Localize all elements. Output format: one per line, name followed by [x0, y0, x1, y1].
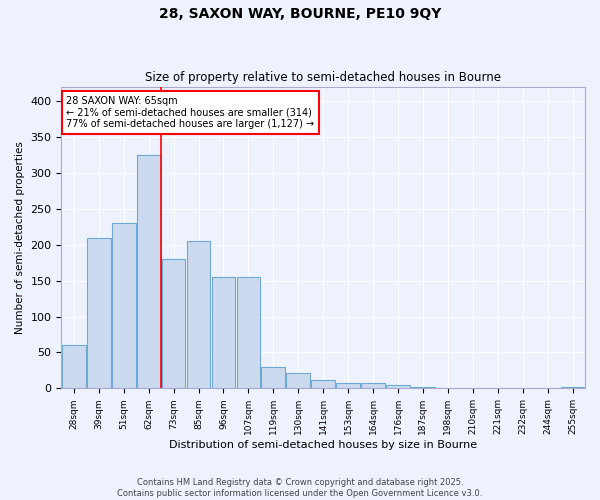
Text: Contains HM Land Registry data © Crown copyright and database right 2025.
Contai: Contains HM Land Registry data © Crown c…	[118, 478, 482, 498]
Bar	[262, 367, 285, 388]
Bar	[62, 346, 86, 389]
Bar	[286, 372, 310, 388]
Bar	[311, 380, 335, 388]
Bar	[236, 277, 260, 388]
Text: 28, SAXON WAY, BOURNE, PE10 9QY: 28, SAXON WAY, BOURNE, PE10 9QY	[159, 8, 441, 22]
Y-axis label: Number of semi-detached properties: Number of semi-detached properties	[15, 142, 25, 334]
X-axis label: Distribution of semi-detached houses by size in Bourne: Distribution of semi-detached houses by …	[169, 440, 477, 450]
Bar	[411, 387, 435, 388]
Bar	[386, 385, 410, 388]
Bar	[212, 277, 235, 388]
Bar	[137, 155, 161, 388]
Title: Size of property relative to semi-detached houses in Bourne: Size of property relative to semi-detach…	[145, 72, 501, 85]
Bar	[162, 259, 185, 388]
Bar	[560, 387, 584, 388]
Bar	[112, 224, 136, 388]
Bar	[336, 382, 360, 388]
Bar	[87, 238, 110, 388]
Bar	[187, 242, 211, 388]
Text: 28 SAXON WAY: 65sqm
← 21% of semi-detached houses are smaller (314)
77% of semi-: 28 SAXON WAY: 65sqm ← 21% of semi-detach…	[67, 96, 314, 129]
Bar	[361, 382, 385, 388]
